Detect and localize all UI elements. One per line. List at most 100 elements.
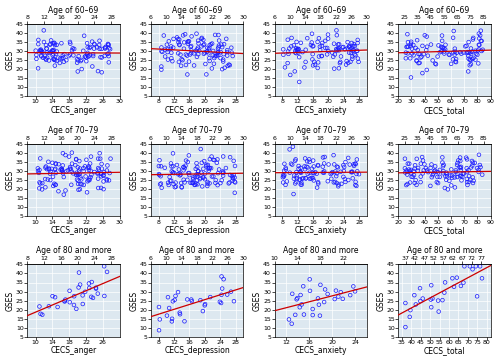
Point <box>182 62 190 68</box>
Point <box>206 58 214 64</box>
Point <box>474 169 482 175</box>
Point <box>334 45 342 51</box>
Point <box>286 147 294 152</box>
Point <box>294 50 302 56</box>
Point <box>302 175 310 181</box>
Point <box>103 168 111 173</box>
Point <box>68 47 76 53</box>
Point <box>214 170 222 176</box>
Point <box>94 68 102 74</box>
Point <box>290 176 298 182</box>
Point <box>406 307 414 313</box>
Point <box>168 164 175 169</box>
Point <box>76 282 84 287</box>
Point <box>199 174 207 180</box>
Point <box>172 293 179 299</box>
Point <box>222 36 230 42</box>
X-axis label: CECS_anxiety: CECS_anxiety <box>294 347 347 356</box>
Point <box>72 306 80 312</box>
Point <box>446 52 454 58</box>
Point <box>180 46 188 52</box>
Point <box>175 59 183 65</box>
Point <box>88 64 96 69</box>
Point <box>314 60 322 65</box>
Point <box>65 154 73 160</box>
Point <box>176 310 184 316</box>
Point <box>476 264 484 269</box>
Point <box>348 56 356 62</box>
Point <box>309 158 317 164</box>
Point <box>290 191 298 197</box>
Point <box>476 42 484 48</box>
Point <box>74 171 82 177</box>
Point <box>414 51 422 57</box>
Point <box>103 176 111 182</box>
Point <box>104 51 112 57</box>
Point <box>168 318 176 324</box>
Point <box>98 55 106 60</box>
Point <box>59 170 67 176</box>
Point <box>173 162 181 168</box>
Point <box>206 165 214 171</box>
Point <box>344 45 351 51</box>
Point <box>296 182 304 187</box>
Point <box>350 163 358 169</box>
Point <box>158 48 166 54</box>
Point <box>32 52 40 58</box>
Point <box>430 171 438 177</box>
Point <box>92 285 100 291</box>
Point <box>466 264 474 269</box>
Point <box>82 157 90 163</box>
Point <box>418 296 426 301</box>
Point <box>401 165 409 171</box>
Point <box>72 172 80 178</box>
Point <box>218 177 226 183</box>
Point <box>469 180 477 186</box>
Point <box>184 39 192 44</box>
Point <box>189 180 197 186</box>
Point <box>306 288 314 294</box>
Point <box>434 43 442 48</box>
Y-axis label: GSES: GSES <box>6 291 15 310</box>
Point <box>438 38 446 44</box>
Point <box>462 155 470 161</box>
Point <box>215 38 223 43</box>
Point <box>336 60 344 66</box>
Point <box>300 312 308 317</box>
Point <box>203 49 211 55</box>
Point <box>50 41 58 47</box>
Point <box>464 182 471 188</box>
Point <box>185 152 193 158</box>
Point <box>100 169 108 175</box>
Point <box>323 52 331 57</box>
Point <box>436 49 444 55</box>
Point <box>412 45 420 51</box>
Point <box>45 166 53 171</box>
Point <box>206 294 214 300</box>
Point <box>449 35 457 41</box>
Point <box>178 57 186 63</box>
Point <box>96 46 104 52</box>
Point <box>346 292 354 298</box>
Point <box>211 32 219 38</box>
Point <box>105 45 113 51</box>
Point <box>52 166 60 172</box>
Point <box>300 164 308 169</box>
X-axis label: CECS_anxiety: CECS_anxiety <box>294 226 347 235</box>
Point <box>352 48 360 54</box>
Point <box>463 169 471 175</box>
Point <box>294 46 302 52</box>
Point <box>456 158 464 164</box>
Point <box>174 171 182 177</box>
Point <box>94 156 102 162</box>
Point <box>80 168 88 174</box>
Point <box>38 53 46 59</box>
Point <box>282 165 290 171</box>
Point <box>96 55 104 60</box>
Point <box>105 178 113 183</box>
Point <box>66 299 74 305</box>
Point <box>354 37 362 43</box>
Point <box>178 56 186 62</box>
Y-axis label: GSES: GSES <box>376 291 386 310</box>
Point <box>166 46 174 52</box>
